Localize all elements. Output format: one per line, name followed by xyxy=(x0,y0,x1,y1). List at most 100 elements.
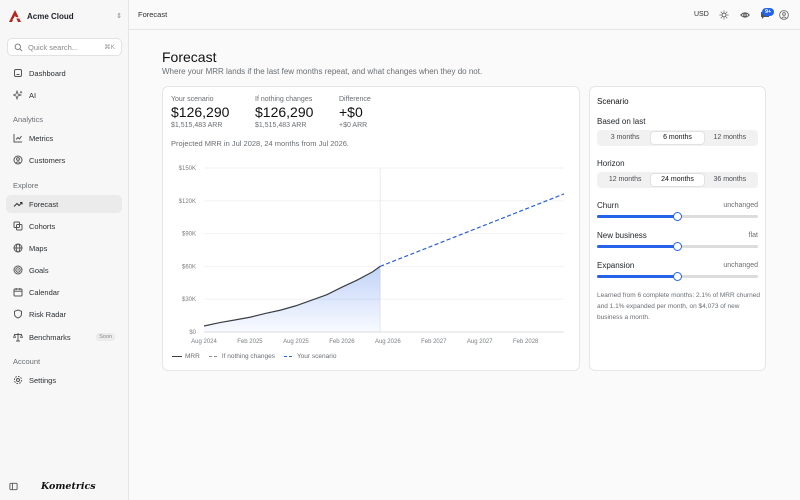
sun-icon[interactable] xyxy=(719,10,729,20)
slider-thumb[interactable] xyxy=(673,212,682,221)
trend-icon xyxy=(13,202,23,207)
sidebar-item-maps[interactable]: Maps xyxy=(6,239,122,257)
sidebar-toggle-icon[interactable] xyxy=(9,482,18,491)
expansion-label: Expansion xyxy=(597,261,635,270)
legend-item-mrr: MRR xyxy=(172,353,200,360)
scenario-card xyxy=(589,86,766,371)
sidebar-item-calendar[interactable]: Calendar xyxy=(6,283,122,301)
search-input[interactable]: Quick search... ⌘K xyxy=(7,38,122,56)
expansion-slider[interactable] xyxy=(597,272,758,281)
based-on-option-12-months[interactable]: 12 months xyxy=(713,134,747,141)
layers-icon xyxy=(13,221,23,231)
slider-fill xyxy=(597,275,678,278)
calendar-icon xyxy=(13,288,23,297)
slider-fill xyxy=(597,215,678,218)
sidebar-item-dashboard[interactable]: Dashboard xyxy=(6,64,122,82)
sidebar-item-label: Goals xyxy=(29,265,49,275)
x-tick-label: Aug 2027 xyxy=(467,339,493,345)
based-on-option-6-months[interactable]: 6 months xyxy=(651,132,704,144)
target-icon xyxy=(13,265,23,275)
sparkles-icon xyxy=(13,90,23,100)
home-icon xyxy=(14,69,22,77)
based-on-segmented-control: 3 months 6 months 12 months xyxy=(597,130,758,146)
sidebar-item-label: Risk Radar xyxy=(29,309,67,319)
projection-text: Projected MRR in Jul 2028, 24 months fro… xyxy=(171,139,350,148)
series-line-your-scenario xyxy=(379,193,565,267)
sidebar-item-cohorts[interactable]: Cohorts xyxy=(6,217,122,235)
user-avatar-icon[interactable] xyxy=(779,10,789,20)
stat-label-difference: Difference xyxy=(339,96,371,103)
sidebar-item-settings[interactable]: Settings xyxy=(6,371,122,389)
x-tick-label: Aug 2025 xyxy=(283,339,309,345)
sidebar-item-label: Forecast xyxy=(29,199,59,209)
legend-swatch-scenario xyxy=(283,356,294,357)
legend-item-baseline: If nothing changes xyxy=(208,353,275,360)
sidebar-item-label: AI xyxy=(29,90,37,100)
search-icon xyxy=(14,43,23,51)
y-tick-label: $60K xyxy=(182,264,196,270)
model-note: Learned from 6 complete months: 2.1% of … xyxy=(597,292,760,321)
x-tick-label: Aug 2026 xyxy=(375,339,401,345)
horizon-option-12-months[interactable]: 12 months xyxy=(608,176,642,183)
x-tick-label: Feb 2027 xyxy=(421,339,447,345)
org-logo-icon xyxy=(9,10,21,22)
brand-logo: Kometrics xyxy=(41,481,96,492)
stat-label-baseline: If nothing changes xyxy=(255,96,313,103)
legend-label: If nothing changes xyxy=(221,353,275,360)
section-label-explore: Explore xyxy=(13,181,39,190)
sidebar-item-customers[interactable]: Customers xyxy=(6,151,122,169)
stat-value-baseline: $126,290 xyxy=(255,104,314,120)
gear-icon xyxy=(13,375,23,385)
sidebar-item-label: Settings xyxy=(29,375,57,385)
new-business-value: flat xyxy=(748,232,758,239)
y-tick-label: $150K xyxy=(179,166,196,172)
scale-icon xyxy=(13,333,23,342)
shield-icon xyxy=(14,309,22,319)
sidebar-item-benchmarks[interactable]: Benchmarks Soon xyxy=(6,328,122,346)
org-switcher[interactable]: Acme Cloud ⇕ xyxy=(8,8,122,24)
scenario-title: Scenario xyxy=(597,97,629,106)
sidebar-item-metrics[interactable]: Metrics xyxy=(6,129,122,147)
based-on-option-3-months[interactable]: 3 months xyxy=(610,134,640,141)
slider-thumb[interactable] xyxy=(673,242,682,251)
y-tick-label: $0 xyxy=(189,330,196,336)
sidebar-item-label: Metrics xyxy=(29,133,54,143)
sidebar-item-goals[interactable]: Goals xyxy=(6,261,122,279)
slider-thumb[interactable] xyxy=(673,272,682,281)
new-business-label: New business xyxy=(597,231,647,240)
churn-value: unchanged xyxy=(723,202,758,209)
stat-sub-difference: +$0 ARR xyxy=(339,122,368,129)
legend-item-scenario: Your scenario xyxy=(283,353,337,360)
globe-icon xyxy=(13,243,23,253)
search-placeholder: Quick search... xyxy=(28,42,79,52)
new-business-slider[interactable] xyxy=(597,242,758,251)
series-line-mrr xyxy=(203,265,381,327)
based-on-label: Based on last xyxy=(597,117,646,126)
eye-icon[interactable] xyxy=(740,10,750,20)
horizon-label: Horizon xyxy=(597,159,625,168)
horizon-option-24-months[interactable]: 24 months xyxy=(651,174,704,186)
sidebar-item-risk-radar[interactable]: Risk Radar xyxy=(6,305,122,323)
churn-slider[interactable] xyxy=(597,212,758,221)
legend-swatch-baseline xyxy=(208,356,219,357)
mrr-area xyxy=(204,266,381,332)
x-tick-label: Feb 2028 xyxy=(513,339,539,345)
sidebar-item-label: Customers xyxy=(29,155,66,165)
horizon-segmented-control: 12 months 24 months 36 months xyxy=(597,172,758,188)
soon-badge: Soon xyxy=(96,333,115,341)
legend-label: Your scenario xyxy=(296,353,337,360)
chart-legend: MRR If nothing changes Your scenario xyxy=(172,353,345,360)
sidebar-item-label: Calendar xyxy=(29,287,60,297)
horizon-option-36-months[interactable]: 36 months xyxy=(713,176,747,183)
y-tick-label: $30K xyxy=(182,297,196,303)
sidebar-item-label: Benchmarks xyxy=(29,332,71,342)
currency-selector[interactable]: USD xyxy=(694,11,709,18)
slider-fill xyxy=(597,245,678,248)
sidebar-item-forecast[interactable]: Forecast xyxy=(6,195,122,213)
sidebar-item-label: Maps xyxy=(29,243,48,253)
sidebar-item-ai[interactable]: AI xyxy=(6,86,122,104)
x-tick-label: Feb 2026 xyxy=(329,339,355,345)
section-label-analytics: Analytics xyxy=(13,115,44,124)
sidebar-item-label: Cohorts xyxy=(29,221,56,231)
section-label-account: Account xyxy=(13,357,41,366)
